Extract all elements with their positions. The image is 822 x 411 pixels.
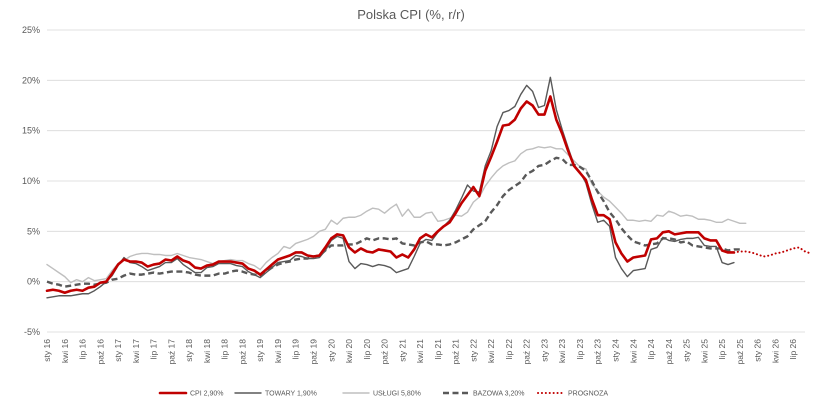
series-line-prognoza: [732, 246, 812, 258]
chart-title: Polska CPI (%, r/r): [357, 7, 465, 22]
x-tick-label: paź 18: [237, 339, 247, 365]
x-tick-label: paź 17: [166, 339, 176, 365]
x-tick-label: sty 20: [326, 339, 336, 362]
x-tick-label: lip 18: [220, 339, 230, 360]
x-tick-label: kwi 16: [60, 339, 70, 363]
x-tick-label: kwi 19: [273, 339, 283, 363]
x-tick-label: kwi 24: [628, 339, 638, 363]
x-tick-label: sty 25: [682, 339, 692, 362]
y-tick-label: 25%: [22, 25, 40, 35]
y-tick-label: -5%: [24, 327, 40, 337]
y-tick-label: 0%: [27, 277, 40, 287]
x-tick-label: paź 25: [735, 339, 745, 365]
y-axis-tick-labels: -5% 0% 5% 10% 15% 20% 25%: [22, 25, 40, 337]
y-tick-label: 15%: [22, 126, 40, 136]
series-line-towary: [46, 76, 735, 299]
x-tick-label: lip 20: [362, 339, 372, 360]
x-tick-label: kwi 26: [770, 339, 780, 363]
x-tick-label: sty 24: [611, 339, 621, 362]
x-tick-label: lip 23: [575, 339, 585, 360]
x-tick-label: lip 16: [78, 339, 88, 360]
legend-label: CPI 2,90%: [190, 391, 223, 398]
x-tick-label: paź 20: [380, 339, 390, 365]
x-tick-label: kwi 18: [202, 339, 212, 363]
legend-label: USŁUGI 5,80%: [373, 391, 421, 398]
x-tick-label: paź 24: [664, 339, 674, 365]
x-tick-label: sty 16: [42, 339, 52, 362]
x-tick-label: kwi 21: [415, 339, 425, 363]
x-tick-label: paź 16: [95, 339, 105, 365]
x-tick-label: paź 23: [593, 339, 603, 365]
x-tick-label: sty 17: [113, 339, 123, 362]
data-series: [45, 76, 812, 299]
series-line-cpi: [45, 95, 736, 295]
x-tick-label: sty 22: [468, 339, 478, 362]
legend-label: BAZOWA 3,20%: [473, 391, 524, 398]
x-tick-label: kwi 20: [344, 339, 354, 363]
x-tick-label: sty 19: [255, 339, 265, 362]
y-tick-label: 20%: [22, 75, 40, 85]
x-tick-label: kwi 23: [557, 339, 567, 363]
x-tick-label: kwi 22: [486, 339, 496, 363]
series-line-bazowa: [46, 156, 740, 288]
x-tick-label: sty 23: [539, 339, 549, 362]
x-tick-label: lip 24: [646, 339, 656, 360]
x-tick-label: kwi 25: [699, 339, 709, 363]
x-tick-label: sty 18: [184, 339, 194, 362]
x-tick-label: lip 21: [433, 339, 443, 360]
x-tick-label: paź 19: [308, 339, 318, 365]
x-tick-label: lip 26: [788, 339, 798, 360]
y-tick-label: 10%: [22, 176, 40, 186]
x-tick-label: paź 21: [451, 339, 461, 365]
legend: CPI 2,90% TOWARY 1,90% USŁUGI 5,80% BAZOWA …: [158, 391, 608, 398]
x-tick-label: lip 19: [291, 339, 301, 360]
x-axis-tick-labels: sty 16 kwi 16 lip 16 paź 16 sty 17 kwi 17 lip …: [42, 339, 798, 365]
x-tick-label: sty 26: [753, 339, 763, 362]
series-line-uslugi: [46, 146, 747, 284]
x-tick-label: lip 22: [504, 339, 514, 360]
x-tick-label: sty 21: [397, 339, 407, 362]
x-tick-label: lip 17: [149, 339, 159, 360]
y-tick-label: 5%: [27, 226, 40, 236]
x-tick-label: lip 25: [717, 339, 727, 360]
gridlines: [47, 29, 805, 333]
x-tick-label: paź 22: [522, 339, 532, 365]
x-tick-label: kwi 17: [131, 339, 141, 363]
legend-label: PROGNOZA: [568, 391, 608, 398]
legend-label: TOWARY 1,90%: [265, 391, 317, 398]
